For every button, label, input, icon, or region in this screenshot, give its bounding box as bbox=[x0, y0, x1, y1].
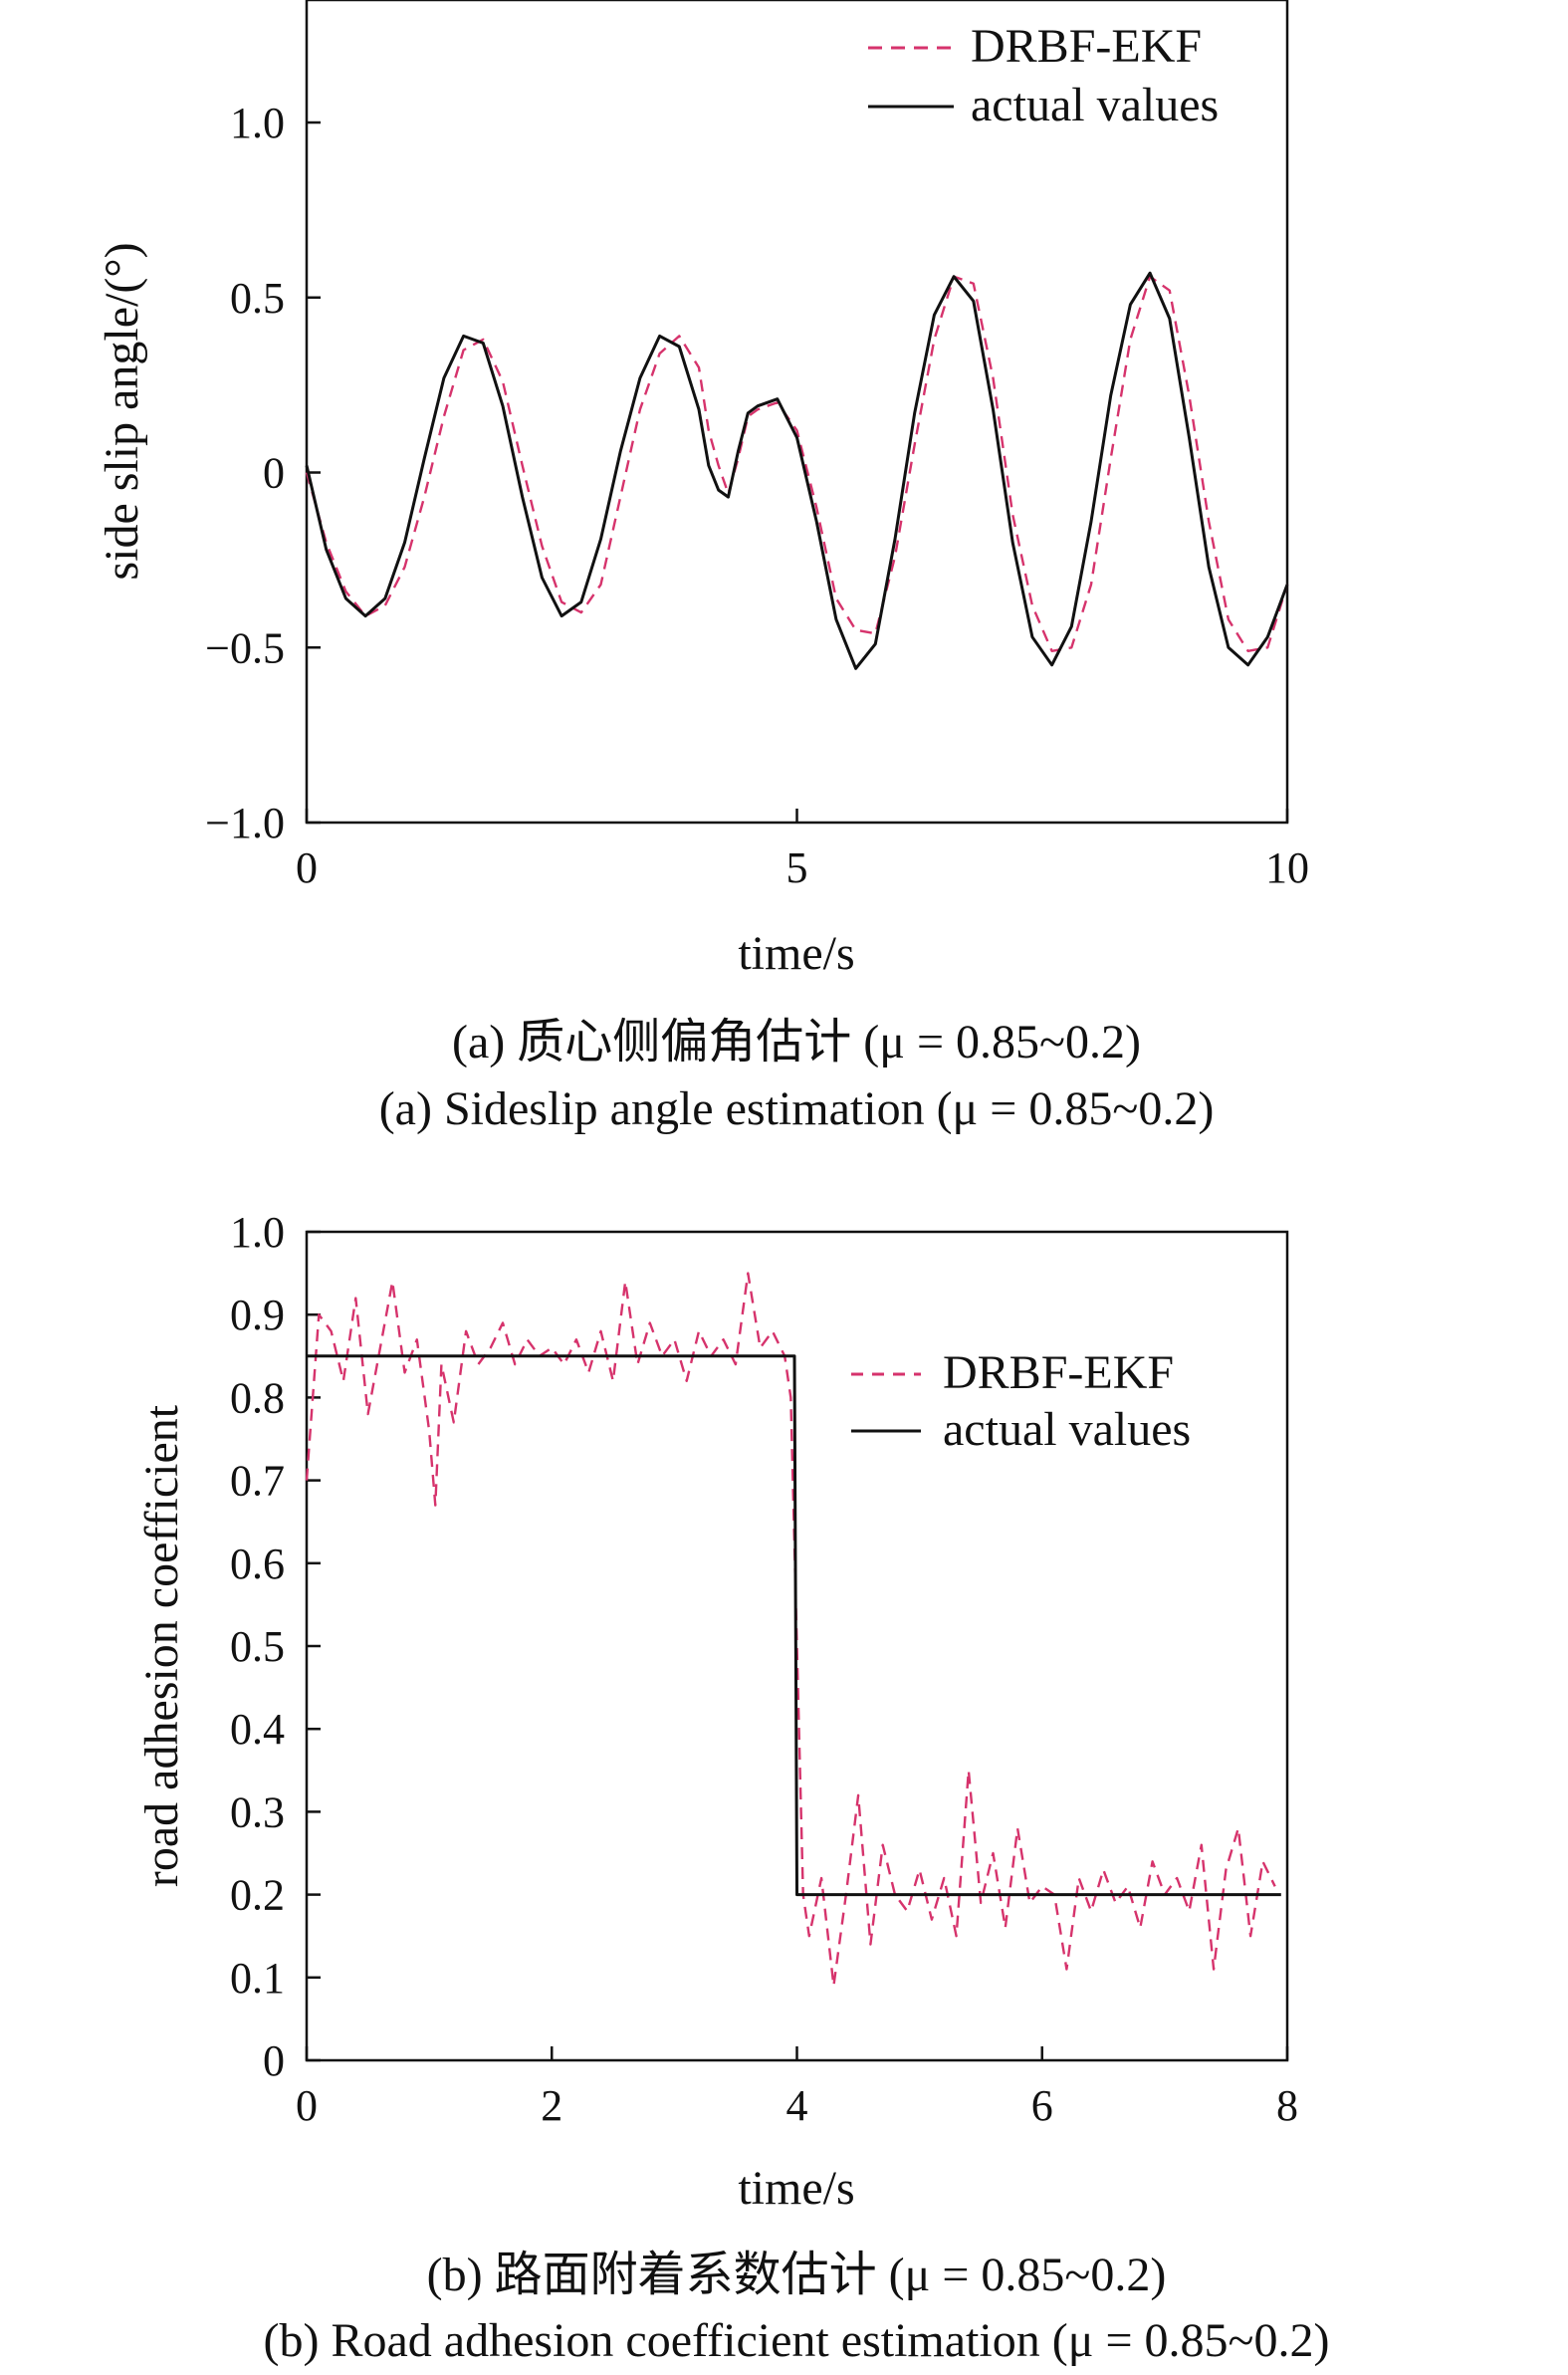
legend-b: DRBF-EKF actual values bbox=[851, 1346, 1191, 1456]
x-tick-label-b-0: 0 bbox=[296, 2081, 318, 2130]
y-tick-label-b-0: 0 bbox=[263, 2036, 285, 2085]
x-ticks-a: 0 5 10 bbox=[296, 809, 1309, 892]
caption-en-b: (b) Road adhesion coefficient estimation… bbox=[264, 2314, 1330, 2367]
series-line-a-actual-values bbox=[305, 271, 1289, 670]
caption-cn-a: (a) 质心侧偏角估计 (μ = 0.85~0.2) bbox=[452, 1016, 1141, 1069]
y-tick-label-b-5: 0.5 bbox=[230, 1622, 285, 1671]
y-ticks-b: 0 0.1 0.2 0.3 0.4 0.5 0.6 0.7 0.8 0.9 1.0 bbox=[230, 1208, 321, 2085]
y-tick-label-a-2: 0 bbox=[263, 449, 285, 498]
y-axis-title-b: road adhesion coefficient bbox=[135, 1404, 188, 1887]
chart-road-adhesion: 0 2 4 6 8 0 0.1 0.2 0.3 0.4 0.5 0.6 0.7 0.8 0.9 1.0 DR… bbox=[135, 1208, 1329, 2367]
y-tick-label-b-3: 0.3 bbox=[230, 1787, 285, 1836]
legend-label-actual-a: actual values bbox=[971, 79, 1219, 131]
y-tick-label-b-4: 0.4 bbox=[230, 1705, 285, 1754]
x-tick-label-b-3: 6 bbox=[1031, 2081, 1053, 2130]
y-tick-label-a-1: −0.5 bbox=[205, 623, 285, 672]
y-tick-label-b-10: 1.0 bbox=[230, 1208, 285, 1257]
x-tick-label-b-2: 4 bbox=[786, 2081, 808, 2130]
series-b bbox=[305, 1272, 1281, 1988]
series-line-b-actual-values bbox=[307, 1354, 1281, 1897]
y-tick-label-b-8: 0.8 bbox=[230, 1373, 285, 1422]
caption-en-a: (a) Sideslip angle estimation (μ = 0.85~… bbox=[379, 1082, 1215, 1135]
y-ticks-a: −1.0 −0.5 0 0.5 1.0 bbox=[205, 99, 321, 847]
x-tick-label-a-0: 0 bbox=[296, 843, 318, 892]
y-tick-label-b-9: 0.9 bbox=[230, 1291, 285, 1339]
legend-label-drbf-ekf-a: DRBF-EKF bbox=[971, 20, 1202, 73]
chart-sideslip-angle: 0 5 10 −1.0 −0.5 0 0.5 1.0 DRBF-EKF actual val… bbox=[96, 0, 1309, 1135]
x-ticks-b: 0 2 4 6 8 bbox=[296, 2046, 1298, 2130]
x-tick-label-b-1: 2 bbox=[541, 2081, 562, 2130]
x-tick-label-b-4: 8 bbox=[1276, 2081, 1298, 2130]
y-tick-label-a-3: 0.5 bbox=[230, 274, 285, 323]
y-tick-label-a-4: 1.0 bbox=[230, 99, 285, 147]
x-axis-title-a: time/s bbox=[738, 927, 854, 980]
y-tick-label-b-7: 0.7 bbox=[230, 1457, 285, 1506]
x-axis-title-b: time/s bbox=[738, 2162, 854, 2215]
legend-label-actual-b: actual values bbox=[943, 1403, 1191, 1456]
y-axis-title-a: side slip angle/(°) bbox=[96, 242, 148, 580]
y-tick-label-b-2: 0.2 bbox=[230, 1871, 285, 1920]
series-line-a-drbf-ekf bbox=[305, 275, 1289, 652]
legend-a: DRBF-EKF actual values bbox=[868, 20, 1219, 131]
x-tick-label-a-2: 10 bbox=[1265, 843, 1309, 892]
series-line-b-drbf-ekf bbox=[305, 1272, 1276, 1988]
y-tick-label-b-1: 0.1 bbox=[230, 1954, 285, 2003]
legend-label-drbf-ekf-b: DRBF-EKF bbox=[943, 1346, 1174, 1399]
caption-cn-b: (b) 路面附着系数估计 (μ = 0.85~0.2) bbox=[427, 2249, 1167, 2301]
series-a bbox=[305, 271, 1289, 670]
y-tick-label-b-6: 0.6 bbox=[230, 1540, 285, 1588]
x-tick-label-a-1: 5 bbox=[786, 843, 808, 892]
y-tick-label-a-0: −1.0 bbox=[205, 799, 285, 847]
